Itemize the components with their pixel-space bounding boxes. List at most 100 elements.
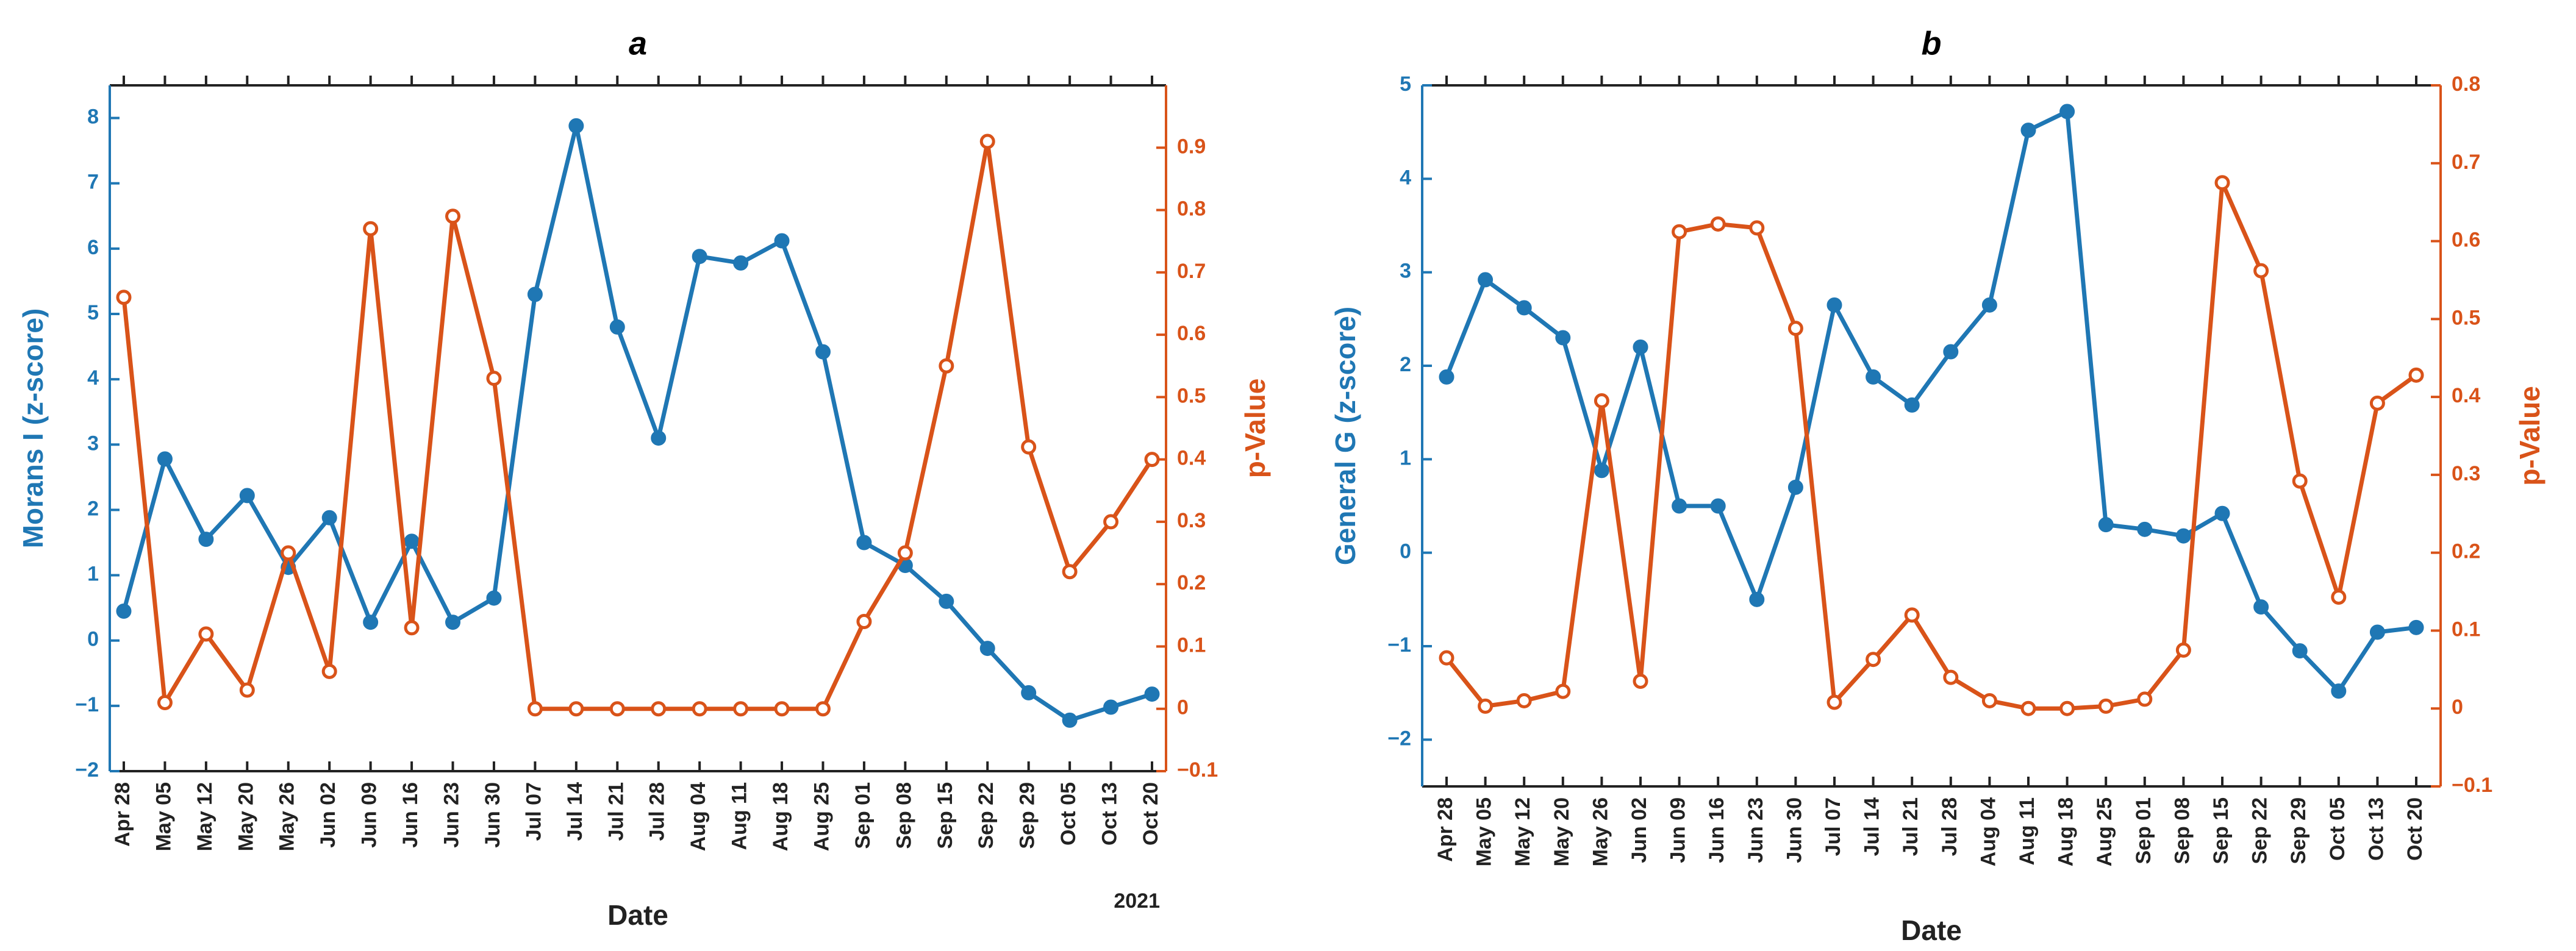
data-point: [2369, 395, 2385, 411]
right-tick-label: 0.7: [2452, 151, 2480, 174]
data-point: [2331, 589, 2347, 605]
data-point: [774, 233, 790, 249]
x-tick-label: May 26: [1589, 797, 1612, 866]
data-point: [1633, 674, 1648, 689]
year-label: 2021: [1114, 889, 1160, 913]
right-tick-label: −0.1: [2452, 774, 2492, 797]
data-point: [1439, 650, 1454, 666]
right-tick-label: 0.1: [1177, 633, 1206, 657]
x-tick-label: Aug 25: [2093, 797, 2116, 866]
data-point: [1904, 397, 1920, 413]
series-pvalue: [1439, 175, 2424, 716]
x-tick-label: May 26: [276, 782, 299, 851]
x-tick-label: Aug 18: [2055, 797, 2078, 866]
data-point: [1516, 300, 1532, 316]
left-tick-label: 8: [87, 105, 99, 129]
left-axis-label: Morans I (z-score): [17, 308, 49, 549]
left-tick-label: 3: [1400, 260, 1411, 283]
chart-title: a: [629, 25, 647, 62]
data-point: [1672, 498, 1687, 514]
x-tick-label: Jul 28: [646, 782, 669, 841]
data-point: [1943, 344, 1959, 360]
data-point: [527, 287, 543, 302]
x-tick-label: Jul 21: [604, 782, 628, 841]
data-point: [445, 208, 461, 224]
x-tick-label: Aug 11: [2016, 797, 2039, 865]
data-point: [2369, 624, 2385, 640]
x-tick-label: May 12: [1511, 797, 1534, 866]
data-point: [1062, 564, 1078, 580]
data-point: [856, 535, 872, 550]
x-tick-label: Jun 30: [1783, 797, 1806, 863]
data-point: [2098, 698, 2114, 714]
data-point: [2137, 521, 2153, 537]
data-point: [2175, 528, 2191, 544]
data-point: [979, 134, 995, 149]
data-point: [1478, 272, 1494, 288]
right-tick-label: 0: [2452, 696, 2463, 719]
data-point: [1062, 712, 1078, 728]
x-axis-label: Date: [607, 899, 668, 931]
x-tick-label: Sep 01: [2132, 797, 2155, 864]
left-tick-label: 6: [87, 236, 99, 259]
data-point: [1144, 452, 1160, 468]
data-point: [404, 620, 420, 636]
left-tick-label: 5: [1400, 73, 1411, 96]
data-point: [116, 604, 132, 619]
left-tick-label: 3: [87, 432, 99, 455]
data-point: [2137, 691, 2153, 707]
right-tick-label: 0.2: [2452, 540, 2480, 563]
right-tick-label: 0.1: [2452, 618, 2480, 641]
data-point: [733, 701, 749, 717]
data-point: [239, 488, 255, 504]
x-tick-label: May 20: [1550, 797, 1573, 866]
x-tick-label: Aug 04: [1977, 797, 2000, 866]
right-tick-label: 0.8: [1177, 198, 1206, 221]
data-point: [404, 533, 420, 549]
right-tick-label: 0.3: [1177, 509, 1206, 532]
left-tick-label: 2: [87, 497, 99, 520]
data-point: [1555, 683, 1571, 699]
x-tick-label: Jul 28: [1938, 797, 1961, 856]
x-tick-label: Oct 20: [2403, 797, 2427, 861]
data-point: [1103, 514, 1119, 530]
x-tick-label: Apr 28: [111, 782, 134, 847]
right-tick-label: 0.5: [2452, 306, 2480, 329]
x-tick-label: Oct 20: [1139, 782, 1162, 846]
data-point: [1555, 330, 1571, 346]
series-line: [121, 123, 1153, 722]
left-tick-label: −2: [75, 758, 99, 782]
data-point: [363, 614, 379, 630]
left-tick-label: 2: [1400, 353, 1411, 376]
data-point: [198, 626, 214, 642]
right-axis-label: p-Value: [1239, 379, 1271, 479]
data-point: [1943, 669, 1959, 685]
data-point: [897, 545, 913, 561]
data-point: [1144, 686, 1160, 702]
x-tick-label: Apr 28: [1434, 797, 1457, 862]
right-axis-label: p-Value: [2514, 386, 2546, 486]
right-tick-label: 0.6: [2452, 229, 2480, 252]
chart-title: b: [1922, 25, 1942, 62]
x-tick-label: Oct 05: [2326, 797, 2349, 861]
x-tick-label: Jun 09: [358, 782, 381, 848]
data-point: [1672, 224, 1687, 240]
data-point: [1749, 591, 1765, 607]
data-point: [939, 358, 954, 374]
series-line: [1444, 109, 2417, 694]
data-point: [692, 701, 707, 717]
right-tick-label: 0.5: [1177, 384, 1206, 407]
series-line: [121, 139, 1154, 711]
right-tick-label: 0.8: [2452, 73, 2480, 96]
x-tick-label: Jun 16: [399, 782, 422, 848]
x-tick-label: May 05: [1473, 797, 1496, 866]
x-tick-label: Aug 04: [687, 782, 710, 851]
chart-panel-a: Apr 28 May 05 May 12 May 20 May 26 Jun 02 Jun …: [17, 25, 1271, 931]
data-point: [733, 255, 749, 271]
data-point: [692, 249, 707, 265]
left-tick-label: 0: [87, 628, 99, 651]
x-tick-label: Jul 07: [522, 782, 545, 841]
x-tick-label: Jun 16: [1705, 797, 1728, 863]
x-tick-label: Oct 05: [1057, 782, 1080, 846]
right-tick-label: 0.4: [2452, 384, 2480, 407]
